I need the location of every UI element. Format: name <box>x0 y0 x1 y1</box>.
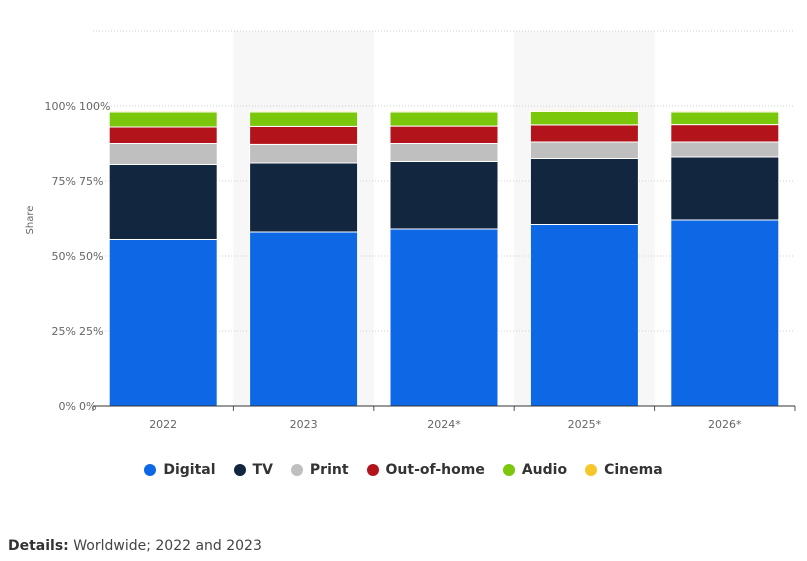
legend-swatch <box>144 464 157 476</box>
legend-item-digital[interactable]: Digital <box>144 462 216 478</box>
bar-segment-digital <box>529 224 639 407</box>
bar-segment-print <box>249 143 359 164</box>
y-tick-label: 0% <box>59 400 76 413</box>
bar-segment-cinema <box>249 110 359 113</box>
legend-swatch <box>502 464 515 476</box>
legend-item-cinema[interactable]: Cinema <box>585 462 663 478</box>
y-tick-label-dup: 100% <box>79 100 110 113</box>
legend-label: Print <box>309 462 349 478</box>
legend-label: Digital <box>163 462 216 478</box>
bar-segment-out-of-home <box>670 124 780 143</box>
legend-label: TV <box>252 462 273 478</box>
chart-area: 0% 0% 25% 25% 50% 50% 75% 75% 100% 100% Share 2022 2… <box>25 30 796 431</box>
y-tick-label-dup: 0% <box>79 400 96 413</box>
bar-segment-cinema <box>670 110 780 113</box>
legend-label: Audio <box>521 462 568 478</box>
y-tick-label: 50% <box>52 250 76 263</box>
details-label: Details: <box>8 538 69 554</box>
bar-segment-print <box>108 143 218 165</box>
legend-swatch <box>233 464 246 476</box>
bar-segment-tv <box>529 158 639 225</box>
legend-item-out-of-home[interactable]: Out-of-home <box>366 462 485 478</box>
bar-segment-audio <box>529 110 639 126</box>
y-tick-label-dup: 25% <box>79 325 103 338</box>
y-tick-label-dup: 50% <box>79 250 103 263</box>
stacked-bar-chart: 0% 0% 25% 25% 50% 50% 75% 75% 100% 100% Share 2022 2… <box>25 30 796 431</box>
bar-segment-print <box>529 141 639 159</box>
bar-segment-out-of-home <box>249 125 359 145</box>
bar-segment-digital <box>108 239 218 407</box>
bar-segment-out-of-home <box>108 126 218 144</box>
bar-segment-audio <box>389 111 499 127</box>
bar-segment-print <box>670 141 780 158</box>
x-tick-label: 2024* <box>427 418 461 431</box>
bar-segment-audio <box>670 111 780 126</box>
legend-label: Cinema <box>604 462 663 478</box>
x-tick-label: 2022 <box>149 418 177 431</box>
legend-swatch <box>366 464 379 476</box>
legend-swatch <box>290 464 303 476</box>
details-footer: Details: Worldwide; 2022 and 2023 <box>8 538 262 554</box>
y-tick-label: 25% <box>52 325 76 338</box>
legend-item-print[interactable]: Print <box>290 462 349 478</box>
y-tick-label: 100% <box>45 100 76 113</box>
bar-segment-print <box>389 143 499 162</box>
bar-segment-audio <box>249 111 359 127</box>
bar-segment-out-of-home <box>389 125 499 144</box>
x-tick-label: 2023 <box>290 418 318 431</box>
y-tick-label-dup: 75% <box>79 175 103 188</box>
bar-segment-tv <box>108 164 218 240</box>
bar-segment-out-of-home <box>529 124 639 143</box>
y-tick-label: 75% <box>52 175 76 188</box>
x-tick-label: 2026* <box>708 418 742 431</box>
legend-label: Out-of-home <box>385 462 485 478</box>
bar-segment-tv <box>249 162 359 233</box>
legend: Digital TV Print Out-of-home Audio Cinema <box>0 458 807 482</box>
x-tick-label: 2025* <box>568 418 602 431</box>
legend-swatch <box>585 464 598 476</box>
bar-segment-audio <box>108 111 218 128</box>
bar-segment-cinema <box>529 109 639 112</box>
y-axis-title: Share <box>25 206 36 235</box>
details-text: Worldwide; 2022 and 2023 <box>73 538 262 554</box>
bar-segment-tv <box>670 156 780 221</box>
legend-item-audio[interactable]: Audio <box>502 462 568 478</box>
bar-segment-digital <box>389 228 499 407</box>
legend-item-tv[interactable]: TV <box>233 462 273 478</box>
bar-segment-tv <box>389 161 499 230</box>
bar-segment-digital <box>249 231 359 407</box>
bar-segment-cinema <box>108 110 218 113</box>
bar-segment-digital <box>670 219 780 407</box>
bar-segment-cinema <box>389 110 499 113</box>
